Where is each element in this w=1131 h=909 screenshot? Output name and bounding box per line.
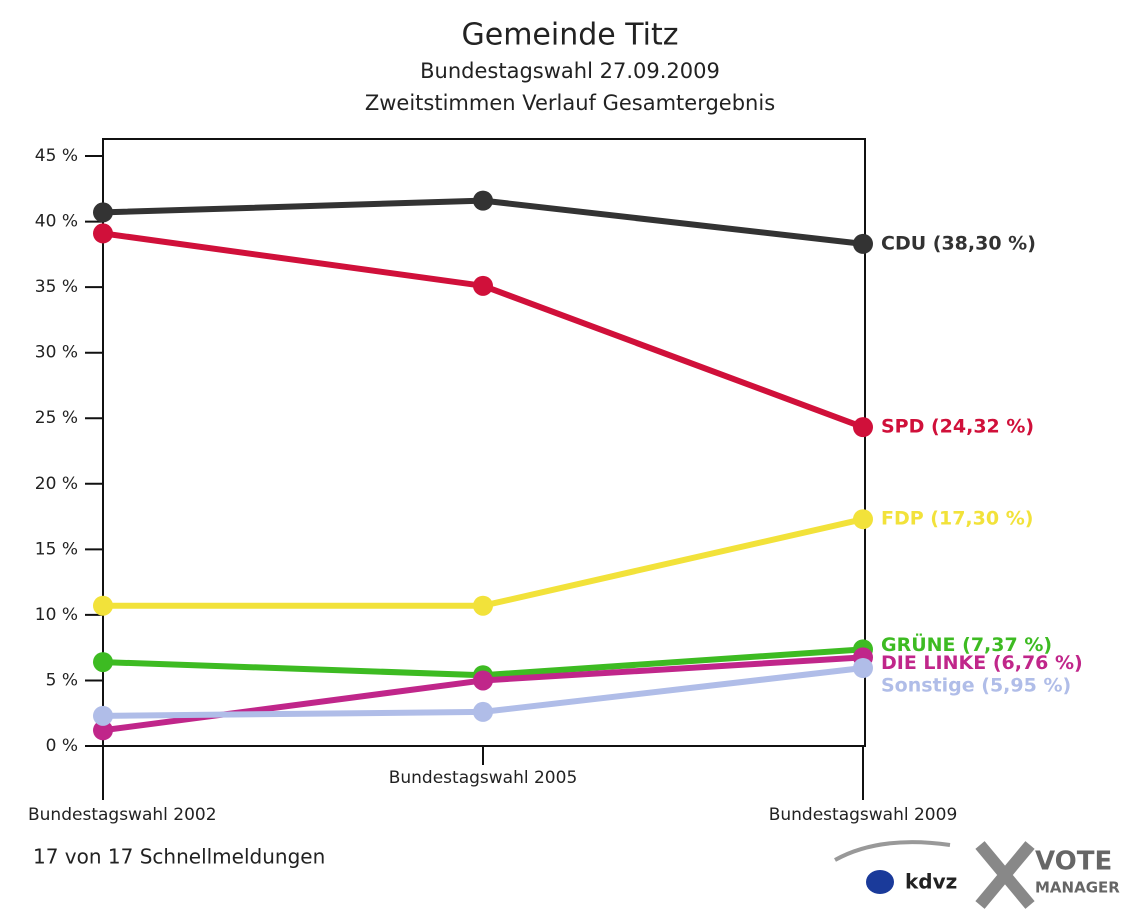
y-tick-label: 30 % bbox=[35, 343, 78, 363]
data-point bbox=[853, 233, 873, 254]
data-point bbox=[93, 705, 113, 726]
x-tick-label: Bundestagswahl 2009 bbox=[769, 805, 958, 825]
logo-text: kdvz bbox=[905, 870, 957, 894]
logo-icon bbox=[866, 870, 894, 894]
logo-cross bbox=[975, 841, 1035, 909]
chart-subtitle: Zweitstimmen Verlauf Gesamtergebnis bbox=[365, 91, 775, 115]
y-tick-label: 25 % bbox=[35, 408, 78, 428]
y-tick-label: 5 % bbox=[46, 670, 78, 690]
y-tick-label: 20 % bbox=[35, 474, 78, 494]
chart-title: Gemeinde Titz bbox=[461, 18, 678, 53]
data-point bbox=[853, 417, 873, 438]
data-point bbox=[93, 595, 113, 616]
series-line bbox=[102, 230, 865, 430]
x-tick-label: Bundestagswahl 2002 bbox=[28, 805, 217, 825]
data-label: GRÜNE (7,37 %) bbox=[881, 632, 1052, 656]
data-label: FDP (17,30 %) bbox=[881, 508, 1033, 530]
data-label: Sonstige (5,95 %) bbox=[881, 674, 1071, 696]
logo-text: VOTE bbox=[1035, 847, 1112, 877]
data-point bbox=[93, 652, 113, 673]
data-point bbox=[473, 670, 493, 691]
data-point bbox=[853, 657, 873, 678]
y-tick-label: 40 % bbox=[35, 212, 78, 232]
data-point bbox=[473, 701, 493, 722]
data-point bbox=[473, 595, 493, 616]
data-point bbox=[93, 223, 113, 244]
data-label: DIE LINKE (6,76 %) bbox=[881, 652, 1083, 674]
data-point bbox=[93, 720, 113, 741]
logo-swoosh bbox=[834, 840, 951, 862]
y-tick-label: 10 % bbox=[35, 605, 78, 625]
data-label: SPD (24,32 %) bbox=[881, 416, 1034, 438]
data-label: CDU (38,30 %) bbox=[881, 232, 1036, 254]
logo-text: MANAGER bbox=[1035, 879, 1120, 897]
series-line bbox=[103, 516, 864, 609]
x-tick-label: Bundestagswahl 2005 bbox=[389, 768, 578, 788]
y-tick-label: 35 % bbox=[35, 277, 78, 297]
data-point bbox=[853, 509, 873, 530]
data-point bbox=[473, 275, 493, 296]
data-point bbox=[473, 190, 493, 211]
data-point bbox=[93, 202, 113, 223]
chart-subtitle: Bundestagswahl 27.09.2009 bbox=[420, 59, 720, 83]
y-tick-label: 45 % bbox=[35, 146, 78, 166]
y-tick-label: 0 % bbox=[46, 736, 78, 756]
y-tick-label: 15 % bbox=[35, 539, 78, 559]
footer: 17 von 17 Schnellmeldungen bbox=[33, 845, 325, 869]
